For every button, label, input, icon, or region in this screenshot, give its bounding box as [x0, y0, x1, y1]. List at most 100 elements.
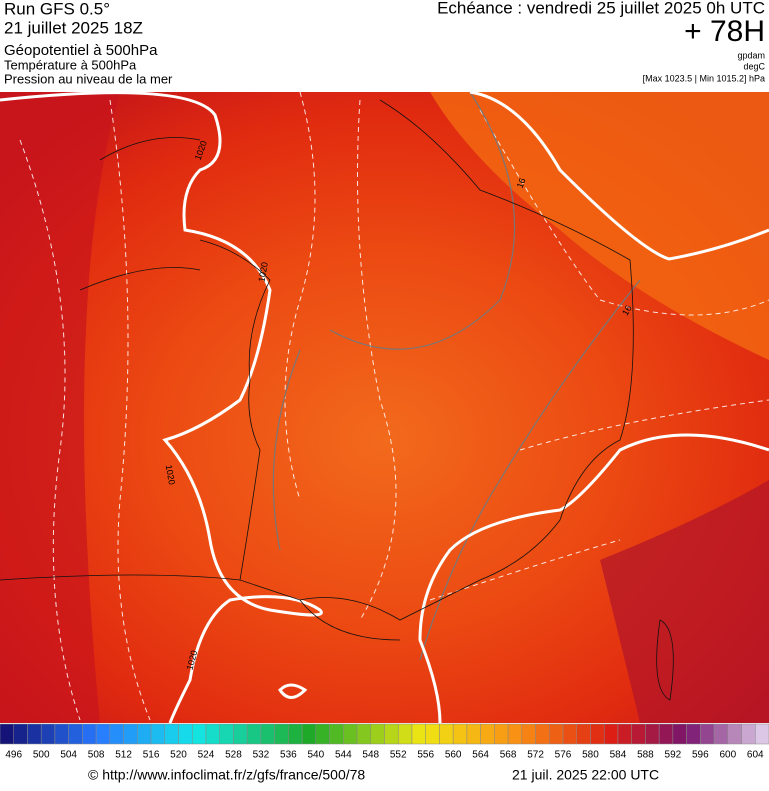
coastlines — [0, 99, 674, 701]
colorbar-swatch — [645, 723, 660, 745]
colorbar-label: 568 — [500, 750, 517, 761]
colorbar-swatch — [54, 723, 69, 745]
footer: © http://www.infoclimat.fr/z/gfs/france/… — [88, 767, 659, 783]
colorbar-label: 564 — [472, 750, 489, 761]
colorbar-label: 504 — [60, 750, 77, 761]
colorbar-swatch — [535, 723, 550, 745]
title: Run GFS 0.5° — [4, 0, 110, 18]
colorbar-swatch — [301, 723, 317, 745]
colorbar-swatch — [109, 723, 124, 745]
colorbar-label: 596 — [692, 750, 709, 761]
colorbar-swatch — [466, 723, 481, 745]
colorbar-swatch — [343, 723, 358, 745]
colorbar-swatch — [439, 723, 454, 745]
run: 21 juillet 2025 18Z — [4, 18, 143, 37]
colorbar-label: 604 — [747, 750, 764, 761]
colorbar-swatch — [370, 723, 385, 745]
colorbar-label: 572 — [527, 750, 544, 761]
colorbar: 496 500 504 508 512 516 520 524 528 532 536 540 544 5… — [0, 723, 769, 761]
colorbar-swatch — [397, 723, 413, 745]
colorbar-swatch — [384, 723, 399, 745]
colorbar-swatch — [521, 723, 536, 745]
colorbar-swatch — [672, 723, 687, 745]
colorbar-label: 548 — [362, 750, 379, 761]
colorbar-swatch — [274, 723, 289, 745]
colorbar-label: 496 — [5, 750, 22, 761]
colorbar-swatch — [494, 723, 509, 745]
colorbar-label: 540 — [307, 750, 324, 761]
colorbar-swatch — [219, 723, 234, 745]
colorbar-swatch — [603, 723, 619, 745]
colorbar-swatch — [631, 723, 646, 745]
colorbar-swatch — [27, 723, 42, 745]
colorbar-swatch — [576, 723, 591, 745]
unit: [Max 1023.5 | Min 1015.2] hPa — [643, 73, 765, 83]
colorbar-swatch — [150, 723, 166, 745]
colorbar-swatch — [164, 723, 179, 745]
colorbar-swatch — [40, 723, 56, 745]
header: Run GFS 0.5° 21 juillet 2025 18Z Géopote… — [4, 0, 766, 86]
colorbar-swatch — [713, 723, 729, 745]
colorbar-label: 588 — [637, 750, 654, 761]
colorbar-label: 536 — [280, 750, 297, 761]
field-zone — [0, 92, 120, 723]
colorbar-label: 556 — [417, 750, 434, 761]
colorbar-swatch — [192, 723, 207, 745]
contour-label: 16 — [620, 304, 634, 318]
colorbar-label: 560 — [445, 750, 462, 761]
colorbar-swatch — [260, 723, 275, 745]
colorbar-label: 544 — [335, 750, 352, 761]
colorbar-label: 508 — [88, 750, 105, 761]
colorbar-label: 520 — [170, 750, 187, 761]
colorbar-swatch — [123, 723, 138, 745]
colorbar-swatch — [590, 723, 605, 745]
colorbar-swatch — [686, 723, 701, 745]
colorbar-swatch — [0, 723, 14, 745]
colorbar-swatch — [411, 723, 426, 745]
contour-labels: 1020 1020 1020 1020 16 16 — [164, 139, 634, 671]
map: 1020 1020 1020 1020 16 16 — [0, 90, 769, 724]
colorbar-label: 512 — [115, 750, 132, 761]
contour-label: 1020 — [164, 464, 177, 485]
colorbar-label: 500 — [33, 750, 50, 761]
field: Géopotentiel à 500hPa — [4, 42, 158, 59]
colorbar-swatch — [549, 723, 564, 745]
colorbar-swatch — [178, 723, 193, 745]
geopotential-lines — [272, 91, 641, 661]
colorbar-swatch — [562, 723, 578, 745]
source: © http://www.infoclimat.fr/z/gfs/france/… — [88, 767, 365, 783]
colorbar-label: 600 — [719, 750, 736, 761]
field: Pression au niveau de la mer — [4, 71, 173, 86]
colorbar-label: 584 — [610, 750, 627, 761]
colorbar-label: 580 — [582, 750, 599, 761]
colorbar-swatch — [480, 723, 495, 745]
colorbar-label: 516 — [143, 750, 160, 761]
colorbar-swatch — [425, 723, 440, 745]
colorbar-swatch — [658, 723, 674, 745]
colorbar-swatch — [700, 723, 715, 745]
lead-time: + 78H — [684, 15, 765, 48]
field: Température à 500hPa — [4, 57, 137, 72]
unit: gpdam — [737, 50, 765, 60]
colorbar-swatch — [329, 723, 344, 745]
colorbar-label: 532 — [253, 750, 270, 761]
colorbar-swatch — [507, 723, 523, 745]
colorbar-swatch — [741, 723, 756, 745]
colorbar-swatch — [95, 723, 111, 745]
colorbar-swatch — [755, 723, 769, 745]
colorbar-swatch — [617, 723, 632, 745]
colorbar-swatch — [727, 723, 742, 745]
colorbar-label: 552 — [390, 750, 407, 761]
field-zone — [430, 92, 769, 360]
colorbar-label: 576 — [555, 750, 572, 761]
colorbar-swatch — [246, 723, 262, 745]
colorbar-swatch — [452, 723, 468, 745]
colorbar-swatch — [205, 723, 220, 745]
echeance: Echéance : vendredi 25 juillet 2025 0h U… — [437, 0, 765, 17]
unit: degC — [743, 61, 765, 71]
colorbar-swatch — [233, 723, 248, 745]
isobars — [0, 90, 769, 724]
date: 21 juil. 2025 22:00 UTC — [512, 767, 659, 783]
